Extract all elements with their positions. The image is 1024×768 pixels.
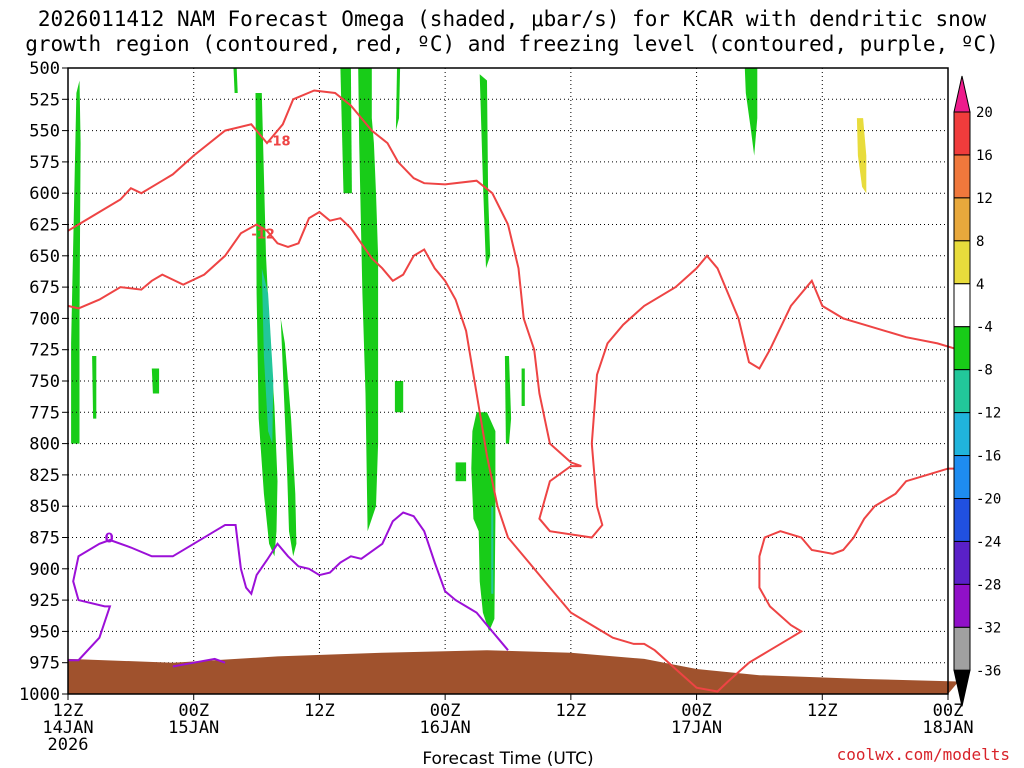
y-tick-label: 550 bbox=[29, 122, 60, 142]
x-tick-label: 16JAN bbox=[420, 718, 471, 738]
omega-region--4-7 bbox=[479, 74, 491, 269]
omega-region-4-18 bbox=[856, 118, 867, 194]
colorbar-label: -12 bbox=[976, 406, 1001, 422]
colorbar-segment bbox=[953, 240, 971, 285]
freezing-level-contour-0 bbox=[68, 511, 509, 662]
colorbar-label: -20 bbox=[976, 492, 1001, 508]
y-tick-label: 600 bbox=[29, 184, 60, 204]
x-tick-label: 15JAN bbox=[168, 718, 219, 738]
y-tick-label: 875 bbox=[29, 529, 60, 549]
y-tick-label: 800 bbox=[29, 435, 60, 455]
y-tick-label: 625 bbox=[29, 216, 60, 236]
colorbar-segment bbox=[953, 111, 971, 156]
colorbar-label: 16 bbox=[976, 148, 993, 164]
y-tick-label: 700 bbox=[29, 309, 60, 329]
omega-region--4-10 bbox=[521, 368, 525, 406]
x-tick-label: 00Z bbox=[933, 701, 964, 721]
y-tick-label: 750 bbox=[29, 372, 60, 392]
freezing-level-label: 0 bbox=[105, 532, 114, 547]
x-axis-title: Forecast Time (UTC) bbox=[422, 749, 593, 768]
dgz-contour-label: -12 bbox=[251, 227, 274, 242]
omega-region--8-17 bbox=[491, 506, 494, 594]
y-tick-label: 925 bbox=[29, 591, 60, 611]
omega-region--8-16 bbox=[261, 268, 274, 444]
x-tick-label: 17JAN bbox=[671, 718, 722, 738]
x-tick-label: 14JAN bbox=[42, 718, 93, 738]
dgz-contour-label: -18 bbox=[267, 135, 291, 150]
colorbar-label: -8 bbox=[976, 363, 993, 379]
x-tick-label: 00Z bbox=[430, 701, 461, 721]
colorbar-label: -28 bbox=[976, 577, 1001, 593]
colorbar-label: 8 bbox=[976, 234, 984, 250]
colorbar-label: 12 bbox=[976, 191, 993, 207]
dgz-contour--12 bbox=[67, 210, 959, 693]
y-tick-label: 850 bbox=[29, 497, 60, 517]
x-tick-label: 2026 bbox=[48, 735, 89, 755]
omega-region--4-3 bbox=[280, 318, 297, 557]
y-tick-label: 650 bbox=[29, 247, 60, 267]
colorbar-segment bbox=[953, 197, 971, 242]
colorbar-label: -36 bbox=[976, 663, 1001, 679]
omega-region--4-15 bbox=[744, 68, 758, 156]
omega-region--4-14 bbox=[455, 462, 467, 482]
x-tick-label: 12Z bbox=[555, 701, 586, 721]
colorbar-label: -32 bbox=[976, 620, 1001, 636]
colorbar-segment bbox=[953, 498, 971, 542]
y-tick-label: 525 bbox=[29, 90, 60, 110]
y-tick-label: 500 bbox=[29, 59, 60, 79]
colorbar-bottom-arrow bbox=[953, 669, 971, 707]
x-tick-label: 18JAN bbox=[922, 718, 973, 738]
colorbar-segment bbox=[953, 283, 971, 328]
omega-region--4-5 bbox=[358, 68, 379, 532]
colorbar-label: -4 bbox=[976, 320, 993, 336]
y-tick-label: 825 bbox=[29, 466, 60, 486]
colorbar-segment bbox=[953, 583, 971, 628]
x-tick-label: 12Z bbox=[304, 701, 335, 721]
y-tick-label: 725 bbox=[29, 341, 60, 361]
y-tick-label: 900 bbox=[29, 560, 60, 580]
y-tick-label: 950 bbox=[29, 622, 60, 642]
y-tick-label: 1000 bbox=[19, 685, 60, 705]
colorbar-label: -16 bbox=[976, 449, 1001, 465]
x-tick-label: 12Z bbox=[807, 701, 838, 721]
omega-region--4-6 bbox=[395, 68, 401, 131]
omega-region--4-12 bbox=[151, 368, 160, 394]
freezing-level-contour-1 bbox=[172, 657, 226, 668]
colorbar-label: -24 bbox=[976, 534, 1001, 550]
colorbar-top-arrow bbox=[953, 75, 971, 113]
colorbar-segment bbox=[953, 154, 971, 199]
omega-region--4-1 bbox=[233, 68, 238, 93]
colorbar-segment bbox=[953, 369, 971, 414]
credit-text: coolwx.com/modelts bbox=[836, 745, 1010, 764]
terrain-surface bbox=[68, 650, 959, 694]
chart-title-line-1: 2026011412 NAM Forecast Omega (shaded, μ… bbox=[37, 7, 987, 31]
chart-title-line-2: growth region (contoured, red, ºC) and f… bbox=[25, 32, 999, 56]
colorbar-segment bbox=[953, 326, 971, 371]
colorbar-segment bbox=[953, 626, 971, 671]
colorbar-label: 20 bbox=[976, 105, 993, 121]
omega-region--4-13 bbox=[394, 381, 404, 413]
colorbar-label: 4 bbox=[976, 277, 984, 293]
colorbar-segment bbox=[953, 540, 971, 585]
omega-region--4-4 bbox=[340, 68, 352, 194]
omega-region--4-0 bbox=[71, 80, 81, 444]
colorbar-segment bbox=[953, 412, 971, 457]
y-tick-label: 775 bbox=[29, 403, 60, 423]
x-tick-label: 00Z bbox=[178, 701, 209, 721]
omega-region--4-9 bbox=[504, 356, 512, 444]
colorbar-segment bbox=[953, 455, 971, 500]
y-tick-label: 575 bbox=[29, 153, 60, 173]
y-tick-label: 975 bbox=[29, 654, 60, 674]
x-tick-label: 00Z bbox=[681, 701, 712, 721]
x-tick-label: 12Z bbox=[53, 701, 84, 721]
y-tick-label: 675 bbox=[29, 278, 60, 298]
omega-region--4-11 bbox=[92, 356, 97, 419]
dgz-contour--18 bbox=[67, 89, 959, 539]
